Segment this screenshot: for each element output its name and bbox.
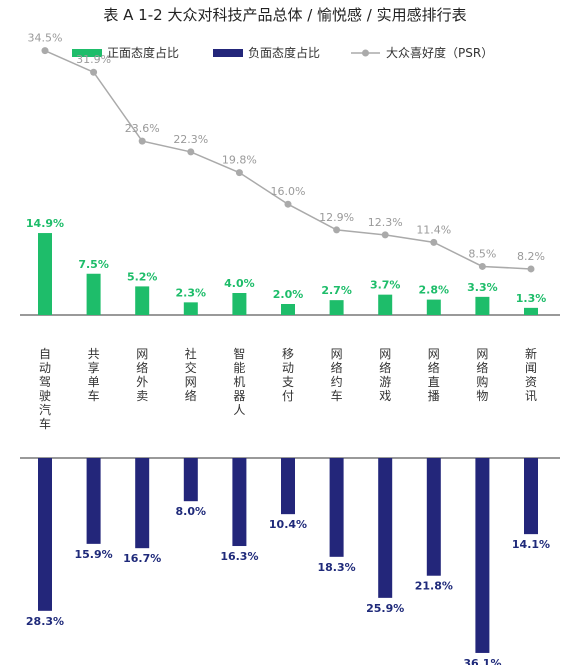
psr-point bbox=[187, 148, 195, 156]
psr-value-label: 31.9% bbox=[76, 53, 111, 66]
legend-swatch-negative bbox=[213, 49, 243, 57]
psr-point bbox=[235, 169, 243, 177]
negative-bar bbox=[475, 458, 490, 653]
positive-bar bbox=[329, 300, 344, 315]
legend-swatch-positive bbox=[72, 49, 102, 57]
negative-value-label: 16.3% bbox=[220, 550, 258, 563]
negative-bar bbox=[329, 458, 344, 557]
positive-value-label: 3.3% bbox=[467, 281, 498, 294]
legend-swatch-psr-dot bbox=[362, 49, 369, 57]
positive-bar bbox=[183, 302, 198, 315]
negative-bar bbox=[183, 458, 198, 502]
psr-point bbox=[381, 231, 389, 239]
negative-value-label: 10.4% bbox=[269, 518, 307, 531]
psr-point bbox=[478, 262, 486, 270]
psr-point bbox=[90, 68, 98, 76]
positive-bar bbox=[524, 307, 538, 315]
negative-bar bbox=[524, 458, 538, 535]
positive-value-label: 2.0% bbox=[273, 288, 304, 301]
category-label: 网络购物 bbox=[476, 347, 488, 403]
positive-value-label: 5.2% bbox=[127, 270, 158, 283]
category-labels: 自动驾驶汽车 共享单车 网络外卖 社交网络 智能机器人 移动支付 网络约车 网络游戏 网络直播 网… bbox=[39, 346, 537, 431]
psr-value-label: 8.5% bbox=[468, 247, 496, 260]
category-label: 移动支付 bbox=[282, 347, 294, 403]
positive-bar bbox=[232, 293, 247, 315]
legend: 正面态度占比 负面态度占比 大众喜好度（PSR） bbox=[72, 45, 493, 60]
negative-value-label: 8.0% bbox=[176, 505, 207, 518]
positive-bar bbox=[378, 294, 393, 315]
positive-value-label: 1.3% bbox=[516, 292, 547, 305]
psr-point bbox=[284, 200, 292, 208]
negative-bar bbox=[378, 458, 393, 598]
category-label: 网络外卖 bbox=[136, 347, 148, 403]
positive-value-label: 2.7% bbox=[321, 284, 352, 297]
legend-label-psr: 大众喜好度（PSR） bbox=[386, 45, 493, 60]
positive-bar bbox=[426, 299, 441, 315]
category-label: 自动驾驶汽车 bbox=[39, 347, 51, 431]
psr-point bbox=[333, 226, 341, 234]
positive-bar bbox=[38, 233, 52, 315]
positive-value-label: 7.5% bbox=[78, 258, 109, 271]
psr-value-label: 16.0% bbox=[271, 185, 306, 198]
negative-value-label: 14.1% bbox=[512, 538, 550, 551]
positive-bar bbox=[475, 296, 490, 315]
negative-value-label: 16.7% bbox=[123, 552, 161, 565]
positive-value-label: 4.0% bbox=[224, 277, 255, 290]
psr-value-label: 8.2% bbox=[517, 250, 545, 263]
negative-value-label: 28.3% bbox=[26, 615, 64, 628]
negative-bar bbox=[426, 458, 441, 576]
psr-series: 34.5% 31.9% 23.6% 22.3% 19.8% 16.0% 12.9% 12.3%… bbox=[28, 32, 545, 273]
psr-value-label: 19.8% bbox=[222, 154, 257, 167]
psr-line bbox=[44, 49, 532, 270]
category-label: 共享单车 bbox=[88, 347, 100, 403]
category-label: 智能机器人 bbox=[233, 346, 245, 417]
positive-value-label: 2.3% bbox=[176, 286, 207, 299]
psr-value-label: 12.9% bbox=[319, 211, 354, 224]
negative-value-label: 18.3% bbox=[318, 561, 356, 574]
chart-title: 表 A 1-2 大众对科技产品总体 / 愉悦感 / 实用感排行表 bbox=[103, 6, 466, 24]
negative-value-label: 21.8% bbox=[415, 580, 453, 593]
negative-bar bbox=[281, 458, 295, 515]
psr-point bbox=[527, 265, 535, 273]
psr-value-label: 12.3% bbox=[368, 216, 403, 229]
positive-value-label: 14.9% bbox=[26, 217, 64, 230]
category-label: 新闻资讯 bbox=[525, 346, 537, 403]
psr-point bbox=[430, 238, 438, 246]
positive-bar bbox=[86, 273, 101, 315]
positive-value-label: 3.7% bbox=[370, 279, 401, 292]
negative-value-label: 15.9% bbox=[75, 548, 113, 561]
positive-bar bbox=[281, 304, 295, 315]
psr-value-label: 34.5% bbox=[28, 32, 63, 45]
negative-series: 28.3% 15.9% 16.7% 8.0% 16.3% 10.4% 18.3% 25.9% 2… bbox=[26, 458, 550, 665]
negative-bar bbox=[86, 458, 101, 544]
psr-point bbox=[138, 137, 146, 145]
positive-value-label: 2.8% bbox=[419, 284, 450, 297]
positive-bar bbox=[135, 286, 150, 315]
legend-label-negative: 负面态度占比 bbox=[248, 45, 320, 60]
category-label: 网络直播 bbox=[428, 347, 440, 403]
psr-value-label: 22.3% bbox=[173, 133, 208, 146]
negative-bar bbox=[38, 458, 52, 611]
negative-bar bbox=[135, 458, 150, 549]
category-label: 网络约车 bbox=[331, 347, 343, 403]
negative-value-label: 36.1% bbox=[463, 657, 501, 665]
category-label: 网络游戏 bbox=[379, 347, 391, 403]
positive-series: 14.9% 7.5% 5.2% 2.3% 4.0% 2.0% 2.7% 3.7% 2.8% 3.3… bbox=[26, 217, 546, 315]
psr-value-label: 11.4% bbox=[416, 223, 451, 236]
psr-value-label: 23.6% bbox=[125, 122, 160, 135]
legend-label-positive: 正面态度占比 bbox=[107, 45, 179, 60]
psr-point bbox=[41, 47, 49, 55]
negative-value-label: 25.9% bbox=[366, 602, 404, 615]
category-label: 社交网络 bbox=[185, 346, 197, 403]
negative-bar bbox=[232, 458, 247, 547]
